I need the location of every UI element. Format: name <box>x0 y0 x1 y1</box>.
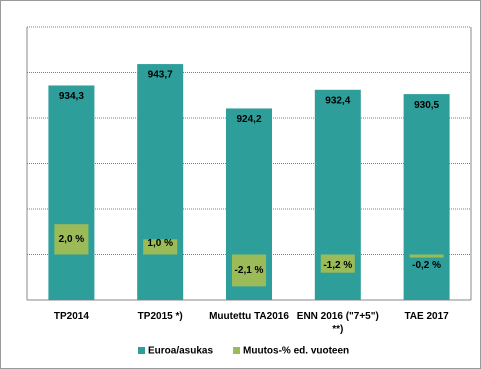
bar <box>232 254 266 287</box>
value-label: -1,2 % <box>323 260 352 271</box>
value-label: 930,5 <box>414 100 439 111</box>
legend-label: Euroa/asukas <box>148 346 213 357</box>
x-tick-label: Muutettu TA2016 <box>209 311 289 322</box>
bar <box>48 85 95 300</box>
legend-swatch <box>138 347 145 354</box>
bar <box>137 64 184 301</box>
value-label: -2,1 % <box>235 265 264 276</box>
x-tick-label: TP2015 *) <box>137 311 183 322</box>
bar <box>54 224 89 255</box>
x-tick-label: TAE 2017 <box>404 311 449 322</box>
bar <box>403 94 450 300</box>
value-label: 934,3 <box>59 91 84 102</box>
legend-swatch <box>233 347 241 354</box>
bar <box>143 239 178 255</box>
bar <box>320 254 355 273</box>
value-label: 932,4 <box>325 95 350 106</box>
value-label: 924,2 <box>236 114 261 125</box>
value-label: 1,0 % <box>147 238 173 249</box>
value-label: 2,0 % <box>59 234 85 245</box>
x-tick-label: ENN 2016 ("7+5") **) <box>296 311 379 335</box>
value-label: -0,2 % <box>412 260 441 271</box>
legend-label: Muutos-% ed. vuoteen <box>243 346 349 357</box>
value-label: 943,7 <box>148 70 173 81</box>
x-tick-label: TP2014 <box>53 311 89 322</box>
bar <box>409 254 444 258</box>
